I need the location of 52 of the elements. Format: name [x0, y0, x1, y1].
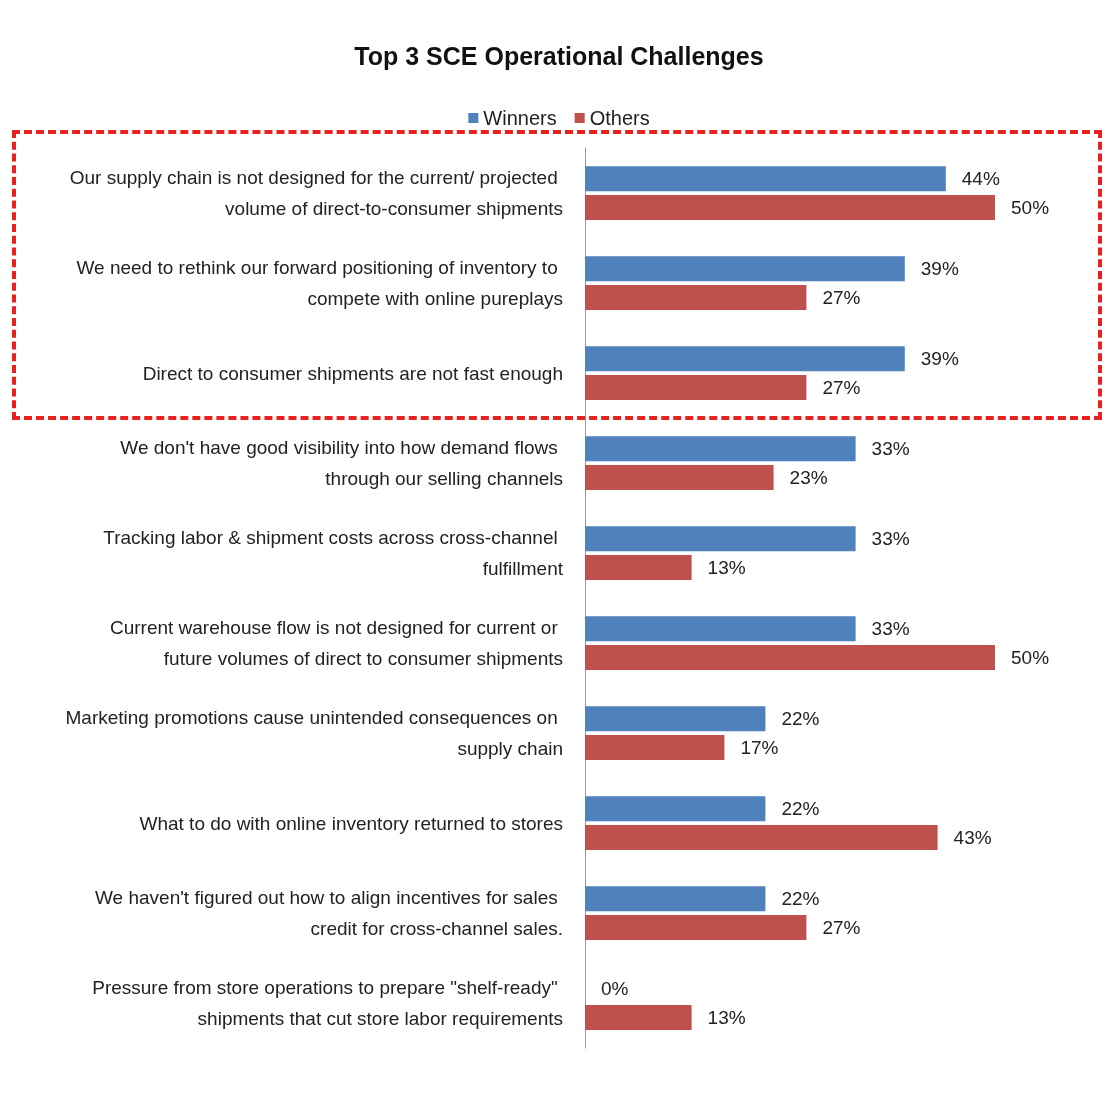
data-label: 17% [740, 736, 779, 758]
data-label: 50% [1011, 646, 1050, 668]
data-label: 13% [707, 1006, 746, 1028]
data-label: 33% [871, 618, 910, 640]
bar [585, 166, 946, 192]
bar [585, 886, 766, 912]
bar [585, 824, 938, 850]
bar [585, 346, 905, 372]
bar [585, 734, 725, 760]
data-label: 0% [601, 978, 629, 1000]
data-label: 43% [953, 826, 992, 848]
data-label: 23% [789, 466, 828, 488]
bar [585, 644, 995, 670]
bar [585, 374, 807, 400]
y-tick-label: We haven't figured out how to align incentives for sales credit for cross-channel sales. [95, 887, 563, 939]
bar [585, 464, 774, 490]
y-tick-label: We need to rethink our forward positioning of inventory to compete with online pureplays [76, 257, 563, 309]
data-label: 22% [781, 798, 820, 820]
data-label: 44% [961, 168, 1000, 190]
data-label: 27% [822, 916, 861, 938]
data-label: 50% [1011, 196, 1050, 218]
legend-label: Winners [483, 107, 557, 129]
y-tick-label: Current warehouse flow is not designed for current or future volumes of direct to consumer shipments [109, 617, 563, 669]
data-label: 22% [781, 888, 820, 910]
data-label: 13% [707, 556, 746, 578]
bar [585, 706, 766, 732]
y-tick-label: Pressure from store operations to prepare "shelf-ready" shipments that cut store labor requirements [92, 977, 563, 1029]
y-tick-label: What to do with online inventory returned to stores [139, 812, 563, 834]
y-tick-label: We don't have good visibility into how demand flows through our selling channels [120, 437, 563, 489]
y-tick-label: Our supply chain is not designed for the current/ projected volume of direct-to-consumer shipments [69, 167, 563, 219]
bar [585, 284, 807, 310]
bar [585, 914, 807, 940]
data-label: 33% [871, 438, 910, 460]
data-label: 39% [920, 258, 959, 280]
bar [585, 616, 856, 642]
data-label: 27% [822, 286, 861, 308]
bar [585, 256, 905, 282]
chart-title: Top 3 SCE Operational Challenges [354, 41, 764, 70]
bar [585, 554, 692, 580]
bar [585, 796, 766, 822]
data-label: 39% [920, 348, 959, 370]
bar [585, 1004, 692, 1030]
y-tick-label: Tracking labor & shipment costs across cross-channel fulfillment [103, 527, 564, 579]
y-tick-label: Marketing promotions cause unintended consequences on supply chain [65, 707, 563, 759]
data-label: 33% [871, 528, 910, 550]
bar [585, 194, 995, 220]
bar [585, 526, 856, 552]
data-label: 27% [822, 376, 861, 398]
bar [585, 436, 856, 462]
y-tick-label: Direct to consumer shipments are not fast enough [142, 362, 563, 384]
data-label: 22% [781, 708, 820, 730]
legend-label: Others [589, 107, 650, 129]
